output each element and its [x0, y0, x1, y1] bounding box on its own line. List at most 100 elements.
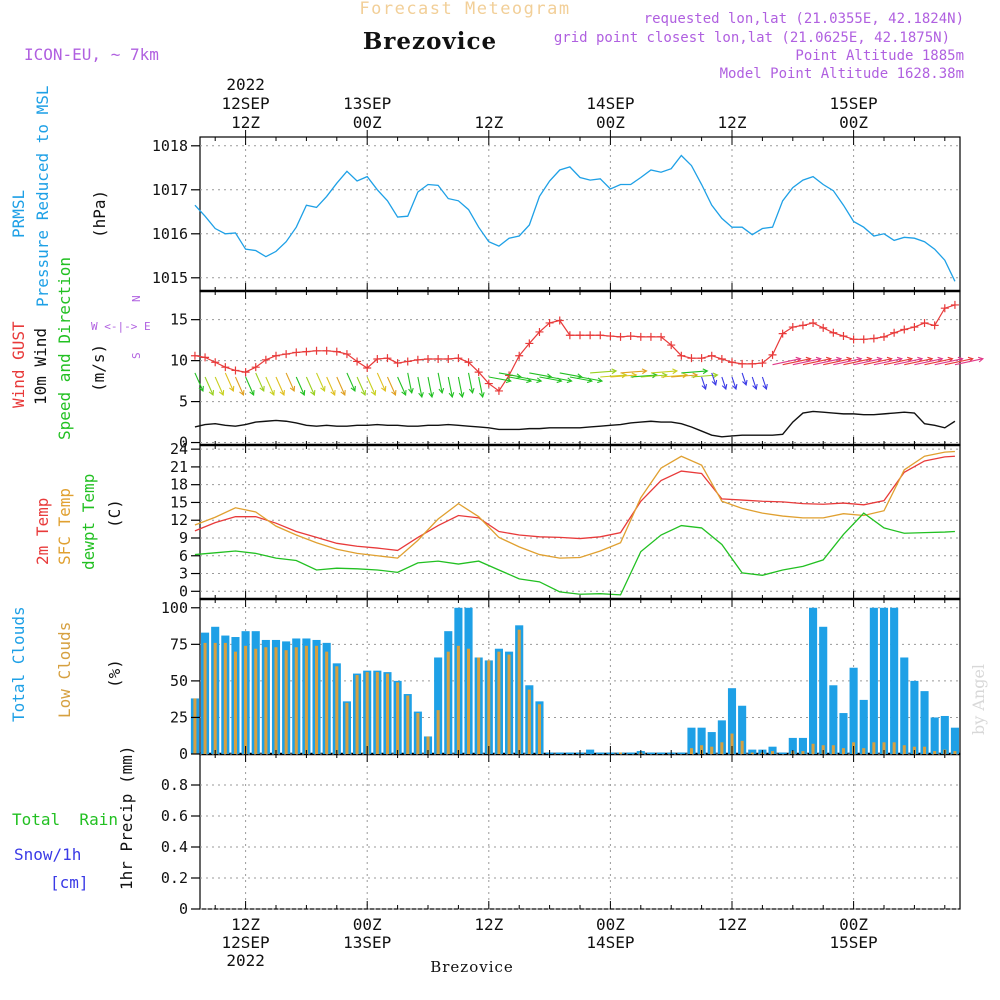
top-time-label: 15SEP	[830, 94, 878, 113]
gust-marker	[890, 328, 899, 337]
wind-arrow	[954, 358, 984, 366]
ytick-label: 1017	[152, 181, 188, 199]
low-cloud-bar	[537, 704, 541, 754]
low-cloud-bar	[375, 672, 379, 754]
wind-arrow	[508, 376, 532, 382]
gust-marker	[596, 331, 605, 340]
low-cloud-bar	[689, 748, 693, 754]
total-cloud-bar	[910, 680, 919, 754]
wind-arrow-head	[320, 385, 326, 392]
wind-arrow	[234, 376, 244, 396]
subtitle: Forecast Meteogram	[359, 0, 570, 19]
gust-marker	[829, 328, 838, 337]
wind-arrow-head	[479, 392, 485, 399]
total-cloud-bar	[657, 752, 666, 754]
low-cloud-bar	[345, 702, 349, 754]
bottom-time-label: 12Z	[718, 915, 747, 934]
axis-layer: 1015101610171018051015036912151821240255…	[152, 75, 946, 970]
low-cloud-bar	[872, 742, 876, 754]
wind-arrow	[366, 376, 376, 396]
wind-arrow-head	[408, 387, 414, 395]
model-name: ICON-EU, ~ 7km	[24, 45, 159, 64]
gust-marker	[393, 359, 402, 368]
wind-arrow-head	[458, 392, 465, 399]
gust-marker	[515, 351, 524, 360]
gust-marker	[707, 351, 716, 360]
wind-arrow	[386, 376, 396, 396]
ytick-label: 0	[179, 582, 188, 600]
clouds-layer	[190, 607, 959, 754]
total-cloud-bar	[646, 752, 655, 754]
wind-arrow-head	[299, 389, 306, 397]
wind-arrow	[873, 358, 902, 366]
wind-arrow-head	[762, 383, 768, 391]
wind-arrow	[427, 376, 433, 398]
signature: by Angel	[969, 664, 988, 735]
ytick-label: 15	[170, 493, 188, 511]
total-cloud-bar	[879, 607, 889, 754]
wind-arrow	[214, 376, 224, 396]
low-cloud-bar	[294, 647, 298, 754]
wind-arrow	[590, 370, 617, 374]
temp-label-dew: dewpt Temp	[79, 474, 98, 570]
top-time-label: 00Z	[596, 113, 625, 132]
low-cloud-bar	[619, 752, 623, 754]
wind-arrow	[934, 358, 963, 366]
gust-marker	[606, 332, 615, 341]
low-cloud-bar	[426, 736, 430, 754]
low-cloud-bar	[953, 751, 957, 754]
low-cloud-bar	[254, 648, 258, 754]
gust-marker	[819, 323, 828, 332]
wind-arrow	[904, 358, 933, 366]
pressure-panel-frame	[199, 136, 961, 292]
wind-arrow	[539, 376, 562, 382]
low-cloud-bar	[882, 742, 886, 754]
gust-marker	[717, 354, 726, 363]
gust-marker	[748, 359, 757, 368]
compass-south: S	[130, 352, 143, 359]
gust-marker	[211, 358, 220, 367]
low-cloud-bar	[193, 698, 197, 754]
low-cloud-bar	[477, 657, 481, 754]
gust-marker	[910, 323, 919, 332]
low-cloud-bar	[365, 672, 369, 754]
wind-arrow	[356, 376, 366, 396]
wind-arrow-head	[711, 379, 718, 387]
wind-arrow-head	[438, 387, 445, 395]
wind-arrow-head	[566, 377, 573, 384]
wind-panel-frame	[199, 290, 961, 446]
gust-marker	[454, 354, 463, 363]
wind-arrow-head	[752, 383, 758, 391]
wind-arrow	[579, 376, 603, 382]
ytick-label: 1016	[152, 225, 188, 243]
total-cloud-bar	[940, 715, 949, 754]
low-cloud-bar	[456, 645, 460, 754]
compass-we: W <-|-> E	[91, 320, 151, 333]
gust-marker	[251, 363, 260, 372]
total-cloud-bar	[768, 746, 777, 754]
compass-rose: N W <-|-> E S	[91, 295, 151, 359]
wind-label-gust: Wind GUST	[9, 321, 28, 408]
ytick-label: 21	[170, 458, 188, 476]
wind-arrow	[650, 370, 677, 374]
total-cloud-bar	[930, 717, 939, 754]
wind-arrow	[853, 358, 882, 366]
wind-arrow	[661, 374, 688, 378]
low-cloud-bar	[284, 650, 288, 754]
gust-marker	[788, 323, 797, 332]
gust-marker	[353, 357, 362, 366]
wind-arrow	[488, 376, 511, 382]
wind-arrow	[559, 372, 582, 378]
top-time-label: 12SEP	[222, 94, 270, 113]
ytick-label: 0.2	[161, 869, 188, 887]
gust-marker	[880, 332, 888, 341]
ytick-label: 18	[170, 476, 188, 494]
gust-marker	[545, 318, 554, 327]
wind-arrow-head	[702, 368, 709, 375]
wind-arrow	[883, 358, 913, 366]
total-cloud-bar	[565, 752, 574, 754]
ytick-label: 0	[179, 745, 188, 763]
low-cloud-bar	[892, 742, 896, 754]
low-cloud-bar	[274, 647, 278, 754]
